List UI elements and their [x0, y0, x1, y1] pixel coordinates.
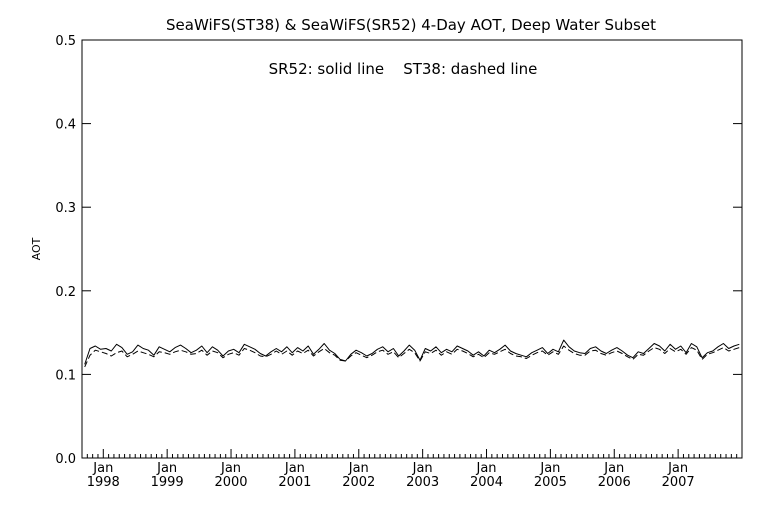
x-tick-month-label: Jan	[348, 461, 369, 476]
y-axis-label: AOT	[30, 237, 43, 260]
series-layer	[84, 339, 740, 368]
x-tick-year-label: 2002	[342, 475, 375, 490]
x-tick-month-label: Jan	[92, 461, 113, 476]
line-style-annotation: SR52: solid line ST38: dashed line	[269, 60, 538, 78]
y-axis: 0.0 0.1 0.2 0.3 0.4 0.5	[55, 34, 742, 467]
x-tick-year-label: 1998	[87, 475, 120, 490]
x-tick-month-label: Jan	[156, 461, 177, 476]
x-tick-month-label: Jan	[284, 461, 305, 476]
x-tick-month-label: Jan	[220, 461, 241, 476]
series-line-sr52	[84, 339, 740, 365]
x-tick-year-label: 1999	[151, 475, 184, 490]
y-tick-label: 0.0	[55, 452, 76, 467]
series-line-st38	[84, 345, 740, 368]
x-tick-month-label: Jan	[667, 461, 688, 476]
x-tick-year-label: 2006	[598, 475, 631, 490]
y-tick-label: 0.3	[55, 201, 76, 216]
y-tick-label: 0.5	[55, 34, 76, 49]
x-tick-month-label: Jan	[603, 461, 624, 476]
y-tick-label: 0.1	[55, 368, 76, 383]
x-tick-month-label: Jan	[539, 461, 560, 476]
chart-title: SeaWiFS(ST38) & SeaWiFS(SR52) 4-Day AOT,…	[166, 16, 656, 34]
x-tick-year-label: 2003	[406, 475, 439, 490]
y-tick-label: 0.4	[55, 118, 76, 133]
y-tick-label: 0.2	[55, 285, 76, 300]
plot-frame	[81, 39, 743, 459]
x-tick-year-label: 2007	[662, 475, 695, 490]
x-tick-month-label: Jan	[475, 461, 496, 476]
x-tick-month-label: Jan	[412, 461, 433, 476]
x-tick-year-label: 2005	[534, 475, 567, 490]
x-axis: Jan1998Jan1999Jan2000Jan2001Jan2002Jan20…	[81, 449, 743, 490]
x-tick-year-label: 2000	[214, 475, 247, 490]
x-tick-year-label: 2001	[278, 475, 311, 490]
x-tick-year-label: 2004	[470, 475, 503, 490]
